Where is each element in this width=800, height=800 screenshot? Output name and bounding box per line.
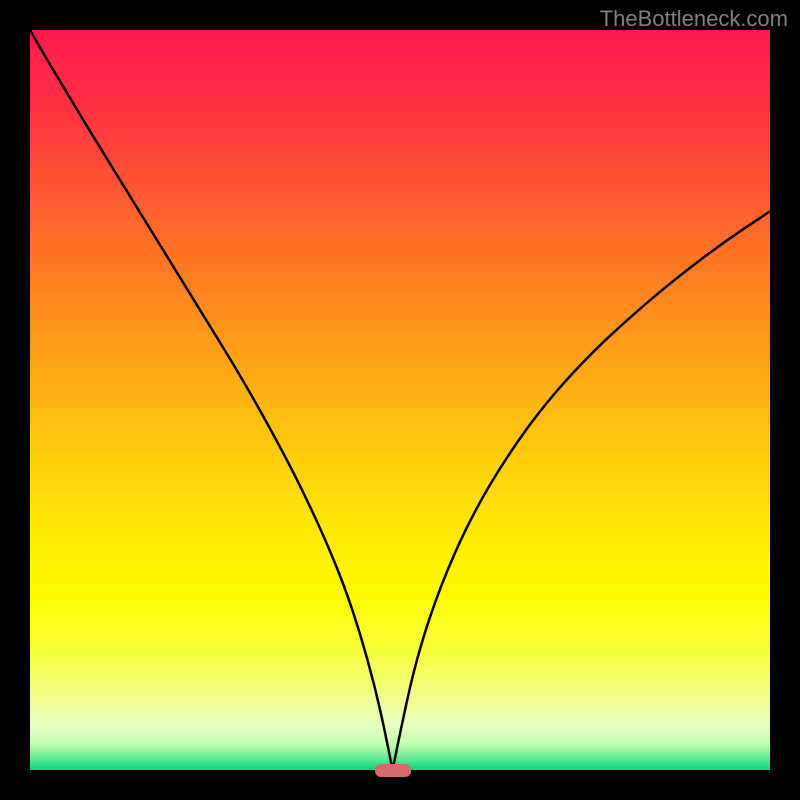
gradient-background bbox=[30, 30, 770, 770]
watermark-text: TheBottleneck.com bbox=[600, 6, 788, 32]
plot-area bbox=[30, 30, 770, 770]
optimal-marker bbox=[375, 764, 411, 777]
